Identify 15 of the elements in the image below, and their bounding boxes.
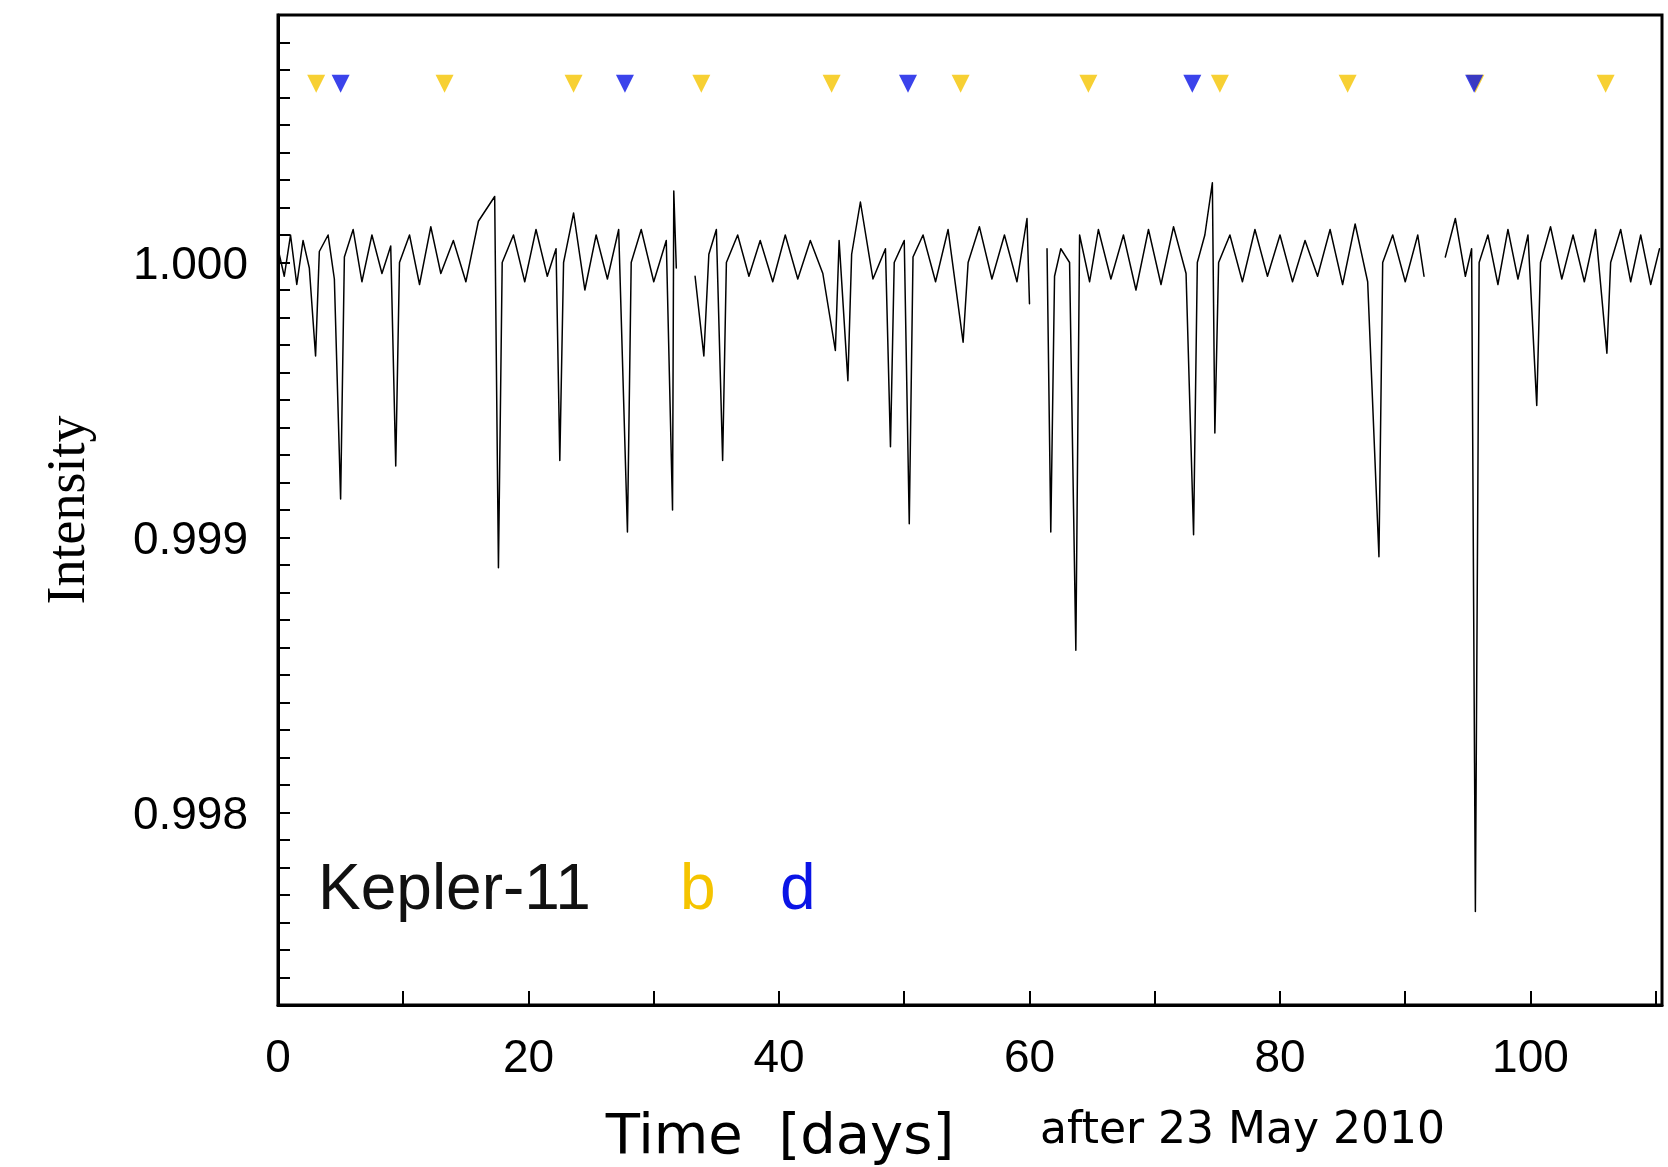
y-tick-label: 0.998 (132, 786, 248, 839)
x-tick-label: 60 (1003, 1030, 1056, 1082)
text: d (780, 851, 816, 923)
text: after 23 May 2010 (1040, 1101, 1445, 1153)
y-tick-label: 0.999 (132, 511, 248, 564)
x-tick-label: 20 (502, 1030, 555, 1082)
legend-title: Kepler-11 (318, 851, 591, 923)
x-tick-label: 80 (1254, 1030, 1306, 1082)
y-tick-label: 1.000 (132, 236, 248, 289)
x-tick-label: 40 (753, 1030, 805, 1082)
x-tick-label: 100 (1492, 1030, 1569, 1082)
x-axis-title: Time [days] (604, 1100, 955, 1166)
y-axis-title: Intensity (36, 415, 96, 605)
x-tick-label: 0 (265, 1030, 291, 1082)
text: b (680, 851, 716, 923)
